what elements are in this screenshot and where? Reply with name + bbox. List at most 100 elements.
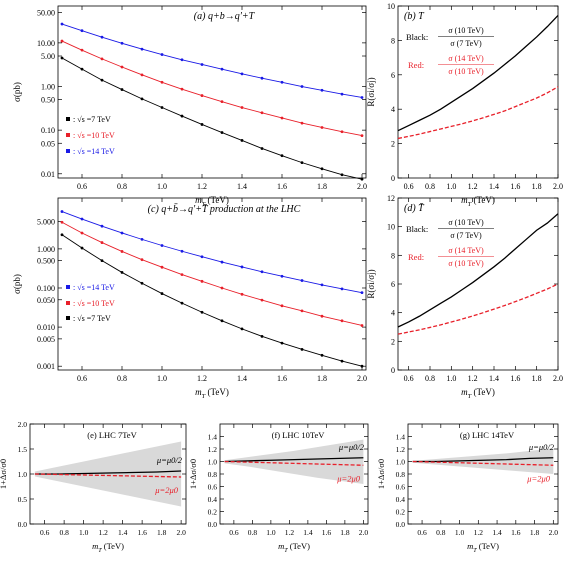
legend-label: : √s =10 TeV [73, 299, 115, 308]
data-point [320, 314, 324, 318]
y-tick-label: 0.05 [41, 139, 55, 148]
data-point [240, 106, 244, 109]
data-point [240, 327, 244, 331]
data-point [180, 273, 184, 276]
y-axis-label: 1+Δσ/σ0 [188, 459, 198, 489]
y-tick-label: 0.6 [396, 483, 406, 492]
series-line-0 [224, 457, 364, 463]
data-point [260, 270, 264, 274]
x-tick-label: 1.4 [237, 182, 247, 191]
y-tick-label: 1.5 [18, 445, 28, 454]
data-point [80, 67, 84, 71]
legend-marker [66, 133, 70, 137]
series-line-0 [397, 213, 559, 328]
data-point [80, 29, 84, 33]
data-point [140, 47, 144, 51]
data-point [260, 334, 264, 338]
series-line [61, 23, 363, 98]
series-line-1 [412, 460, 554, 466]
data-point [240, 139, 244, 142]
data-point [200, 63, 204, 66]
uncertainty-band [34, 441, 182, 507]
y-tick-label: 0.4 [396, 495, 406, 504]
y-tick-label: 8 [391, 251, 395, 260]
curve-label-upper: μ=μ0/2 [338, 442, 365, 452]
data-point [300, 309, 304, 313]
x-tick-label: 0.6 [229, 528, 239, 537]
panel-title: (f) LHC 10TeV [272, 430, 326, 440]
x-tick-label: 2.0 [176, 528, 186, 537]
data-point [120, 65, 124, 69]
data-point [340, 287, 344, 291]
y-tick-label: 1.0 [208, 458, 218, 467]
y-tick-label: 6 [391, 71, 395, 80]
y-tick-label: 4 [391, 309, 395, 318]
panel-title: (e) LHC 7TeV [87, 430, 137, 440]
y-tick-label: 4 [391, 105, 395, 114]
y-tick-label: 1.00 [41, 83, 55, 92]
data-point [240, 265, 244, 269]
y-tick-label: 0.4 [208, 495, 218, 504]
series-2 [60, 22, 364, 99]
x-tick-label: 0.6 [404, 182, 414, 191]
y-axis-label: σ(pb) [12, 82, 22, 102]
data-point [280, 341, 284, 345]
data-point [60, 56, 64, 60]
data-point [140, 281, 144, 285]
data-point [60, 220, 64, 224]
annotation-red-denominator: σ (10 TeV) [448, 259, 484, 268]
x-tick-label: 1.0 [446, 374, 456, 383]
y-tick-label: 2.0 [18, 420, 28, 429]
x-tick-label: 0.6 [417, 528, 427, 537]
data-point [160, 80, 164, 84]
series-line [61, 40, 363, 137]
data-point [100, 241, 104, 244]
x-tick-label: 1.4 [237, 374, 247, 383]
data-point [140, 258, 144, 262]
data-point [220, 260, 224, 264]
data-point [220, 319, 224, 323]
chart-panel-g: 0.6 0.8 1.0 1.2 1.4 1.6 1.8 2.0 0.0 0.2 0.4 0.6 0.8 1… [376, 423, 559, 554]
data-point [80, 231, 84, 235]
x-tick-label: 1.4 [489, 374, 499, 383]
legend-marker [66, 301, 70, 305]
x-axis-label: mT (TeV) [461, 195, 495, 208]
x-tick-label: 1.0 [157, 374, 167, 383]
data-point [320, 353, 324, 357]
data-point [300, 85, 304, 88]
x-axis-label: mT (TeV) [461, 387, 495, 400]
legend-label: : √s =7 TeV [73, 314, 111, 323]
curve-label-upper: μ=μ0/2 [528, 442, 555, 452]
y-tick-label: 0.500 [37, 257, 55, 266]
x-tick-label: 1.2 [285, 528, 295, 537]
y-axis-label: 1+Δσ/σ0 [376, 459, 386, 489]
legend-label: : √s =7 TeV [73, 115, 111, 124]
x-tick-label: 1.0 [157, 182, 167, 191]
x-tick-label: 1.8 [532, 374, 542, 383]
data-point [160, 53, 164, 56]
data-point [280, 116, 284, 120]
data-point [320, 88, 324, 92]
data-point [340, 319, 344, 323]
y-tick-label: 0.50 [41, 96, 55, 105]
data-point [200, 123, 204, 126]
chart-panel-d: 0.6 0.8 1.0 1.2 1.4 1.6 1.8 2.0 0 2 4 6 8 10 12 mT (TeV… [366, 194, 563, 400]
data-point [100, 57, 104, 61]
data-point [120, 250, 124, 253]
y-tick-label: 50.00 [37, 8, 55, 17]
x-tick-label: 1.8 [317, 374, 327, 383]
y-tick-label: 0.005 [37, 335, 55, 344]
x-tick-label: 0.8 [436, 528, 446, 537]
data-point [80, 246, 84, 250]
y-tick-label: 0.10 [41, 126, 55, 135]
annotation-red-numerator: σ (14 TeV) [448, 54, 484, 63]
y-axis-label: R(σi/σj) [366, 269, 376, 298]
x-tick-label: 1.8 [317, 182, 327, 191]
series-line-1 [397, 283, 559, 335]
series-line [61, 234, 363, 367]
y-tick-label: 6 [391, 280, 395, 289]
x-tick-label: 1.6 [137, 528, 147, 537]
legend-marker [66, 117, 70, 121]
data-point [260, 298, 264, 302]
y-tick-label: 1.0 [18, 470, 28, 479]
